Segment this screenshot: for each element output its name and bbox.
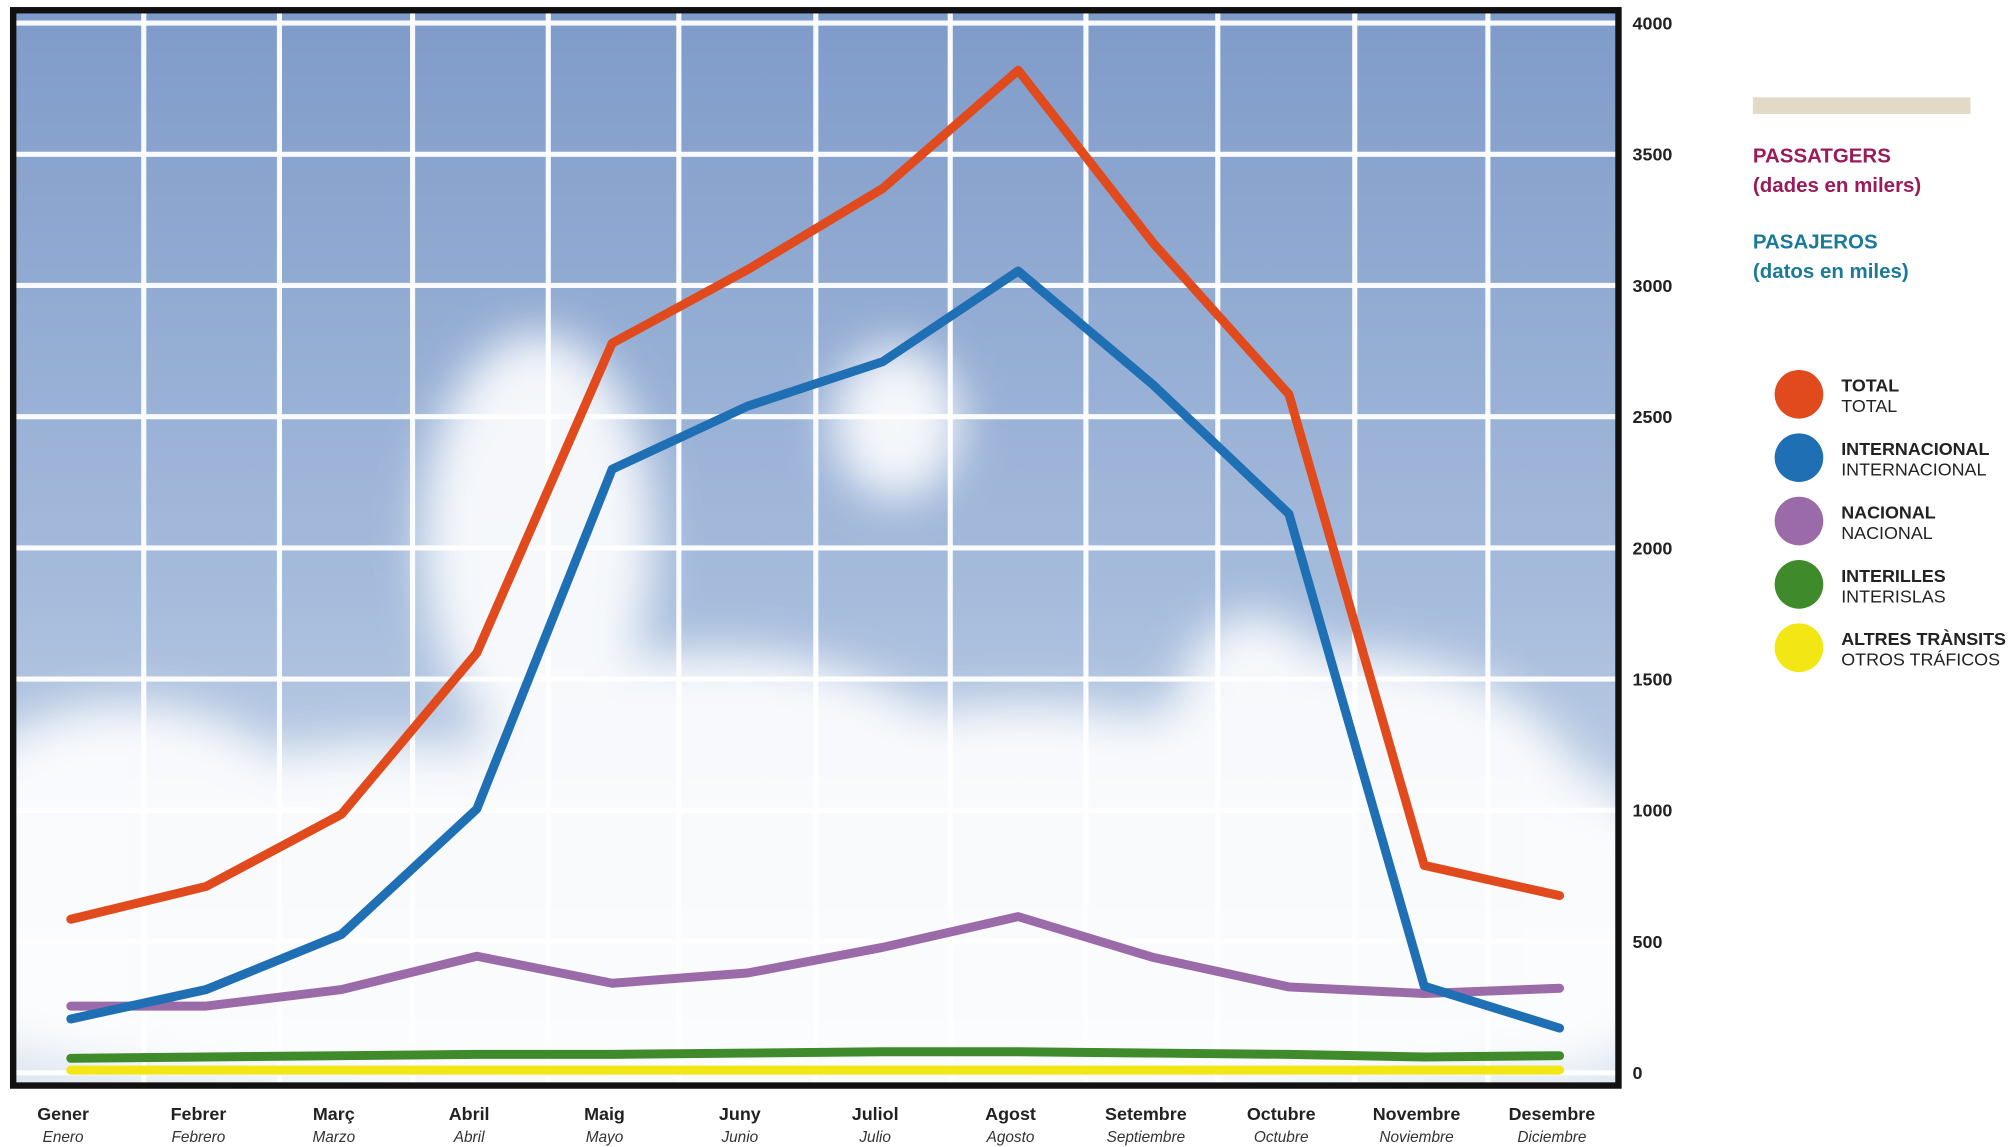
legend-marker [1774,433,1824,482]
x-tick-label-es: Febrero [172,1129,226,1146]
y-tick-label: 2000 [1633,538,1673,558]
legend-marker [1774,623,1824,673]
legend-marker [1774,369,1824,419]
x-tick-label: Novembre [1373,1104,1461,1124]
series-line [66,912,1565,1011]
x-tick-label: Desembre [1509,1104,1596,1124]
legend-bar [1752,97,1971,114]
legend-marker [1774,560,1824,609]
x-tick-label: Abril [449,1104,490,1124]
legend-label: INTERILLES [1841,566,1946,586]
legend-label-es: INTERISLAS [1841,586,1946,606]
x-tick-label: Juny [719,1104,761,1124]
x-tick-label-es: Marzo [312,1129,355,1146]
legend-label-es: OTROS TRÁFICOS [1841,650,2000,670]
series-line [66,65,1565,924]
x-tick-label: Setembre [1105,1104,1187,1124]
legend-title: PASAJEROS [1753,230,1878,253]
legend-label-es: NACIONAL [1841,523,1933,543]
x-tick-label: Maig [584,1104,625,1124]
y-tick-label: 0 [1633,1063,1643,1083]
y-tick-label: 500 [1633,932,1663,952]
x-tick-label: Agost [985,1104,1036,1124]
y-tick-label: 3000 [1633,276,1673,296]
series-line [66,266,1565,1033]
x-tick-label-es: Junio [720,1129,758,1146]
x-tick-label-es: Mayo [586,1129,624,1146]
x-tick-label: Octubre [1247,1104,1316,1124]
x-tick-label: Febrer [171,1104,227,1124]
y-tick-label: 3500 [1633,145,1673,165]
x-tick-label-es: Diciembre [1517,1129,1586,1146]
legend-label: INTERNACIONAL [1841,439,1989,459]
x-tick-label: Juliol [852,1104,899,1124]
legend-subtitle: (dades en milers) [1753,174,1921,197]
x-tick-label-es: Julio [858,1129,891,1146]
legend-subtitle: (datos en miles) [1753,260,1909,283]
legend-marker [1774,496,1824,546]
legend-label-es: INTERNACIONAL [1841,460,1986,480]
x-tick-label-es: Agosto [986,1129,1035,1146]
y-tick-label: 1000 [1633,801,1673,821]
legend-label: ALTRES TRÀNSITS [1841,628,2006,649]
x-tick-label-es: Octubre [1254,1129,1309,1146]
y-tick-label: 2500 [1633,407,1673,427]
legend-label-es: TOTAL [1841,396,1897,416]
y-tick-label: 1500 [1633,670,1673,690]
x-tick-label-es: Noviembre [1379,1129,1453,1146]
y-tick-label: 4000 [1633,13,1673,33]
x-tick-label-es: Septiembre [1107,1129,1186,1146]
legend-label: TOTAL [1841,376,1899,396]
x-tick-label-es: Abril [453,1129,485,1146]
x-tick-label: Gener [37,1104,89,1124]
plot-frame [9,7,1622,1089]
legend-label: NACIONAL [1841,502,1936,522]
x-tick-label: Març [313,1104,355,1124]
x-tick-label-es: Enero [43,1129,84,1146]
series-line [66,1047,1565,1063]
legend-title: PASSATGERS [1753,145,1891,168]
